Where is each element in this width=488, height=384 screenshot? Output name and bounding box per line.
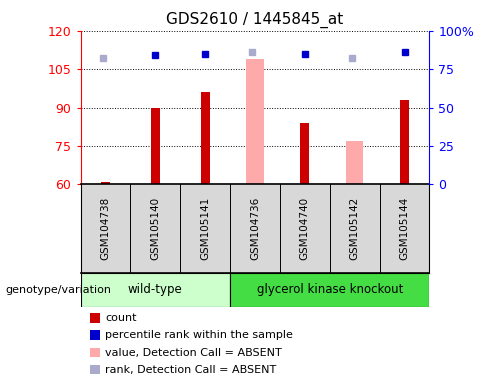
Bar bbox=[246, 59, 264, 184]
Title: GDS2610 / 1445845_at: GDS2610 / 1445845_at bbox=[166, 12, 344, 28]
Text: glycerol kinase knockout: glycerol kinase knockout bbox=[257, 283, 403, 296]
Bar bbox=[81, 273, 230, 307]
Text: rank, Detection Call = ABSENT: rank, Detection Call = ABSENT bbox=[105, 365, 276, 375]
Text: wild-type: wild-type bbox=[128, 283, 183, 296]
Bar bbox=[346, 141, 364, 184]
Text: GSM105140: GSM105140 bbox=[150, 197, 160, 260]
Text: GSM104740: GSM104740 bbox=[300, 197, 310, 260]
Text: genotype/variation: genotype/variation bbox=[5, 285, 111, 295]
Text: value, Detection Call = ABSENT: value, Detection Call = ABSENT bbox=[105, 348, 282, 358]
Text: percentile rank within the sample: percentile rank within the sample bbox=[105, 330, 293, 340]
Text: count: count bbox=[105, 313, 137, 323]
Text: GSM104736: GSM104736 bbox=[250, 197, 260, 260]
Bar bbox=[101, 182, 110, 184]
Text: GSM105144: GSM105144 bbox=[400, 197, 409, 260]
Bar bbox=[151, 108, 160, 184]
Text: GSM105142: GSM105142 bbox=[350, 197, 360, 260]
Bar bbox=[230, 273, 429, 307]
Bar bbox=[201, 92, 210, 184]
Bar bbox=[300, 123, 309, 184]
Text: GSM105141: GSM105141 bbox=[200, 197, 210, 260]
Bar bbox=[400, 100, 409, 184]
Text: GSM104738: GSM104738 bbox=[101, 197, 110, 260]
